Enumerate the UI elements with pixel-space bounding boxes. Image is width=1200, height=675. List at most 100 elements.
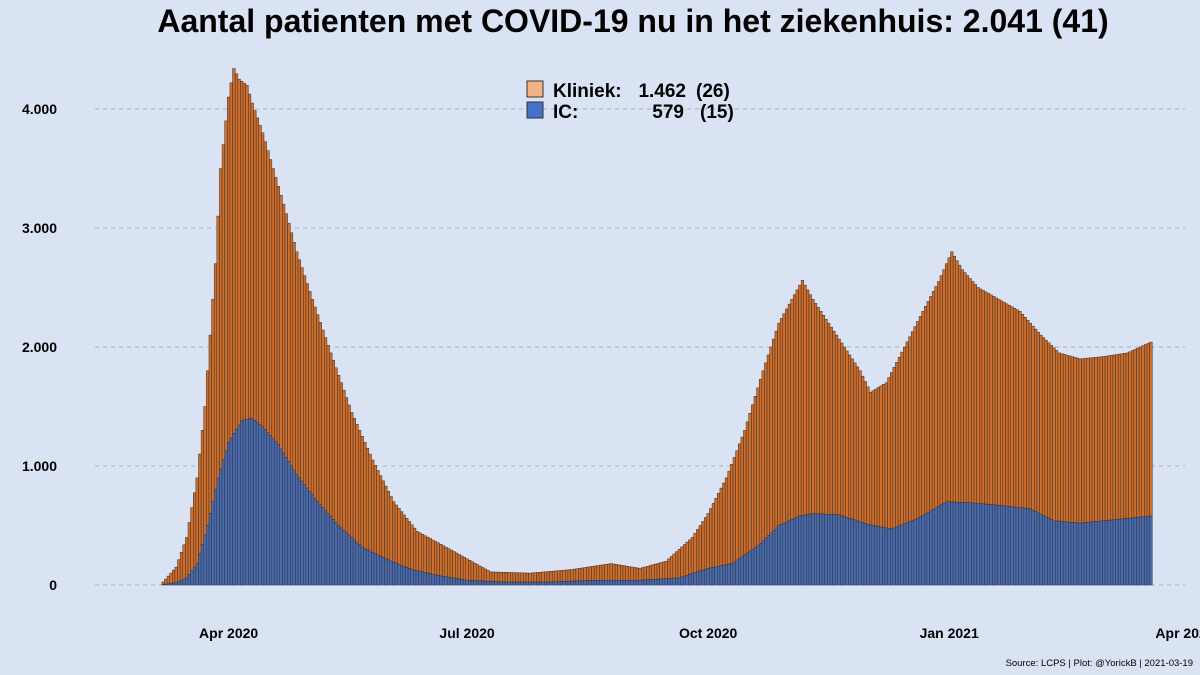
bar-ic <box>1005 505 1009 586</box>
bar-ic <box>842 516 846 586</box>
bar-ic <box>1007 506 1012 586</box>
bar-ic <box>1131 517 1135 586</box>
bar-ic <box>334 522 338 586</box>
bar-ic <box>869 524 873 586</box>
bar-kliniek <box>486 570 490 582</box>
legend-swatch-ic <box>526 101 544 119</box>
bar-ic <box>1117 518 1122 586</box>
bar-kliniek <box>255 117 260 423</box>
bar-kliniek <box>276 186 280 445</box>
bar-ic <box>889 528 894 586</box>
bar-kliniek <box>758 379 763 544</box>
bar-kliniek <box>659 562 663 580</box>
bar-kliniek <box>738 443 742 559</box>
bar-kliniek <box>465 558 469 581</box>
bar-kliniek <box>633 567 637 581</box>
bar-kliniek <box>606 563 611 581</box>
bar-ic <box>591 580 595 586</box>
bar-kliniek <box>1002 302 1006 507</box>
bar-ic <box>250 418 254 586</box>
bar-kliniek <box>237 79 241 426</box>
bar-kliniek <box>308 291 312 492</box>
bar-kliniek <box>407 521 411 569</box>
bar-kliniek <box>1099 356 1103 522</box>
bar-ic <box>394 562 398 586</box>
bar-kliniek <box>1078 358 1082 524</box>
bar-kliniek <box>850 358 854 520</box>
bar-ic <box>1078 522 1082 586</box>
y-tick-label: 4.000 <box>22 101 57 117</box>
bar-kliniek <box>360 436 364 548</box>
bar-kliniek <box>960 269 964 503</box>
bar-kliniek <box>1047 342 1051 519</box>
bar-ic <box>363 547 367 586</box>
bar-kliniek <box>803 284 807 516</box>
bar-ic <box>381 557 385 586</box>
bar-ic <box>321 507 325 586</box>
bar-ic <box>1034 511 1038 586</box>
bar-kliniek <box>502 572 506 583</box>
bar-kliniek <box>863 381 867 524</box>
bar-kliniek <box>198 453 202 555</box>
bar-ic <box>276 444 280 586</box>
bar-ic <box>913 519 917 586</box>
bar-ic <box>800 515 805 586</box>
bar-ic <box>1049 519 1053 586</box>
bar-ic <box>984 503 988 586</box>
bar-ic <box>926 512 930 586</box>
bar-ic <box>638 579 642 586</box>
bar-kliniek <box>350 412 354 538</box>
bar-kliniek <box>494 571 498 582</box>
x-tick-label: Apr 2021 <box>1155 625 1200 641</box>
bar-kliniek <box>287 222 291 462</box>
bar-ic <box>213 489 218 586</box>
bar-kliniek <box>444 546 448 578</box>
bar-ic <box>426 572 430 586</box>
bar-ic <box>656 578 660 586</box>
bar-ic <box>368 550 372 586</box>
bar-ic <box>659 578 663 586</box>
bar-kliniek <box>821 315 825 515</box>
bar-ic <box>200 544 204 586</box>
bar-ic <box>620 579 624 586</box>
bar-kliniek <box>913 326 917 520</box>
bar-kliniek <box>669 556 674 579</box>
bar-kliniek <box>413 527 417 571</box>
bar-ic <box>258 424 262 586</box>
bar-kliniek <box>504 572 508 583</box>
bar-ic <box>672 577 676 586</box>
bar-kliniek <box>790 299 794 520</box>
bar-ic <box>698 570 702 586</box>
y-tick-label: 2.000 <box>22 339 57 355</box>
bar-ic <box>706 568 710 586</box>
bar-ic <box>166 583 170 586</box>
bar-kliniek <box>879 385 883 528</box>
bar-kliniek <box>910 331 915 521</box>
bar-ic <box>981 503 985 586</box>
bar-kliniek <box>840 342 844 516</box>
bar-kliniek <box>274 177 278 442</box>
bar-kliniek <box>305 283 309 489</box>
bar-kliniek <box>682 544 687 577</box>
bar-kliniek <box>182 544 186 580</box>
y-tick-label: 1.000 <box>22 458 57 474</box>
bar-ic <box>604 579 608 586</box>
bar-ic <box>441 576 446 586</box>
bar-ic <box>329 516 333 586</box>
bar-kliniek <box>193 492 197 568</box>
bar-kliniek <box>848 354 852 519</box>
bar-kliniek <box>643 566 647 581</box>
bar-kliniek <box>342 389 346 531</box>
bar-kliniek <box>520 572 524 583</box>
bar-ic <box>376 554 380 586</box>
bar-kliniek <box>426 536 430 574</box>
bar-kliniek <box>785 308 789 523</box>
bar-ic <box>793 518 797 586</box>
bar-ic <box>599 579 603 586</box>
bar-kliniek <box>638 568 642 581</box>
bar-kliniek <box>947 257 951 503</box>
bar-kliniek <box>882 384 886 528</box>
bar-ic <box>1091 521 1095 586</box>
bar-ic <box>947 501 951 586</box>
bar-ic <box>630 579 634 586</box>
